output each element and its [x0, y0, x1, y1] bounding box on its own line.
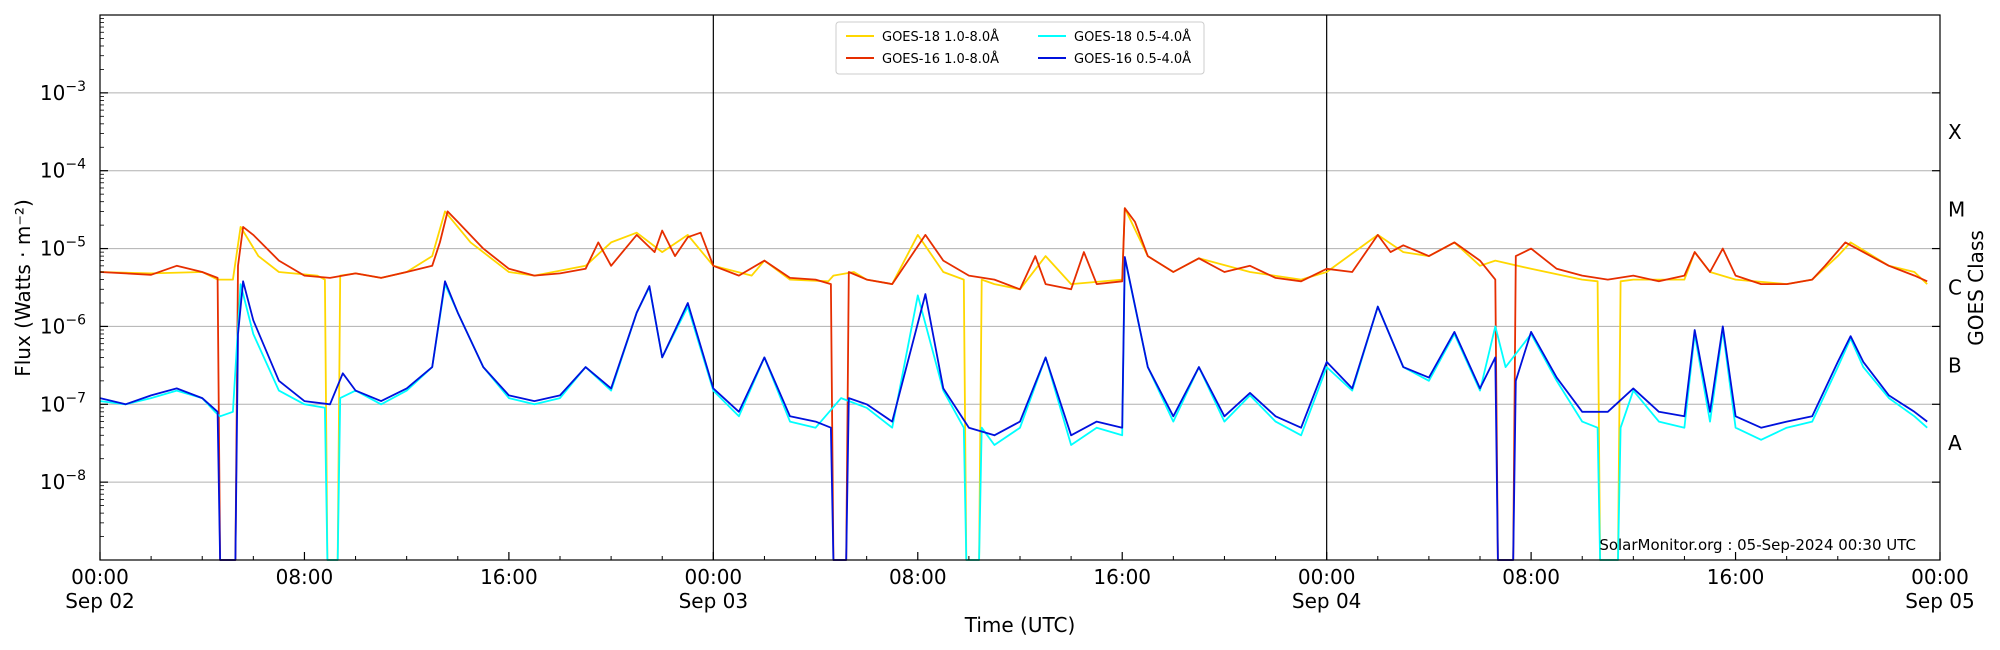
- watermark-text: SolarMonitor.org : 05-Sep-2024 00:30 UTC: [1599, 536, 1916, 554]
- y-tick-label: 10−3: [40, 79, 86, 105]
- data-series: [99, 207, 1928, 561]
- x-tick-label: 08:00: [1502, 565, 1560, 589]
- goes-class-label-x: X: [1948, 120, 1962, 144]
- x-tick-date-label: Sep 02: [65, 589, 135, 613]
- legend-label-3: GOES-18 0.5-4.0Å: [1074, 29, 1191, 45]
- x-tick-date-label: Sep 03: [679, 589, 749, 613]
- y-tick-label: 10−5: [40, 235, 86, 261]
- x-tick-label: 16:00: [480, 565, 538, 589]
- x-tick-label: 00:00: [685, 565, 743, 589]
- x-tick-label: 00:00: [1911, 565, 1969, 589]
- goes-class-label-b: B: [1948, 353, 1962, 377]
- y-tick-label: 10−6: [40, 312, 86, 338]
- y-tick-label: 10−8: [40, 468, 86, 494]
- legend-label-2: GOES-16 1.0-8.0Å: [882, 51, 999, 67]
- series-line-4: [99, 256, 1928, 561]
- series-line-1: [99, 207, 1928, 561]
- y2-axis-title: GOES Class: [1964, 230, 1988, 346]
- y-axis-title: Flux (Watts · m⁻²): [11, 199, 35, 377]
- legend-label-1: GOES-18 1.0-8.0Å: [882, 29, 999, 45]
- day-boundary-lines: [712, 15, 1328, 560]
- x-tick-label: 16:00: [1093, 565, 1151, 589]
- legend-box: [835, 21, 1205, 75]
- x-tick-label: 08:00: [889, 565, 947, 589]
- series-line-3: [99, 257, 1928, 561]
- x-tick-label: 00:00: [1298, 565, 1356, 589]
- x-tick-date-label: Sep 05: [1905, 589, 1975, 613]
- goes-class-label-m: M: [1948, 198, 1965, 222]
- y-axis-ticks: 10−8 10−7 10−6 10−5 10−4 10−3: [40, 18, 1940, 537]
- x-tick-label: 08:00: [276, 565, 334, 589]
- grid-lines: [100, 92, 1940, 483]
- legend-label-4: GOES-16 0.5-4.0Å: [1074, 51, 1191, 67]
- y-tick-label: 10−7: [40, 390, 86, 416]
- x-tick-label: 16:00: [1707, 565, 1765, 589]
- y-tick-label: 10−4: [40, 157, 86, 183]
- goes-class-labels: X M C B A: [1948, 120, 1965, 455]
- goes-class-label-c: C: [1948, 276, 1962, 300]
- goes-class-label-a: A: [1948, 431, 1962, 455]
- x-axis-title: Time (UTC): [964, 613, 1076, 637]
- legend: GOES-18 1.0-8.0Å GOES-16 1.0-8.0Å GOES-18 …: [835, 21, 1205, 75]
- x-tick-label: 00:00: [71, 565, 129, 589]
- x-tick-date-label: Sep 04: [1292, 589, 1362, 613]
- series-line-2: [99, 207, 1928, 561]
